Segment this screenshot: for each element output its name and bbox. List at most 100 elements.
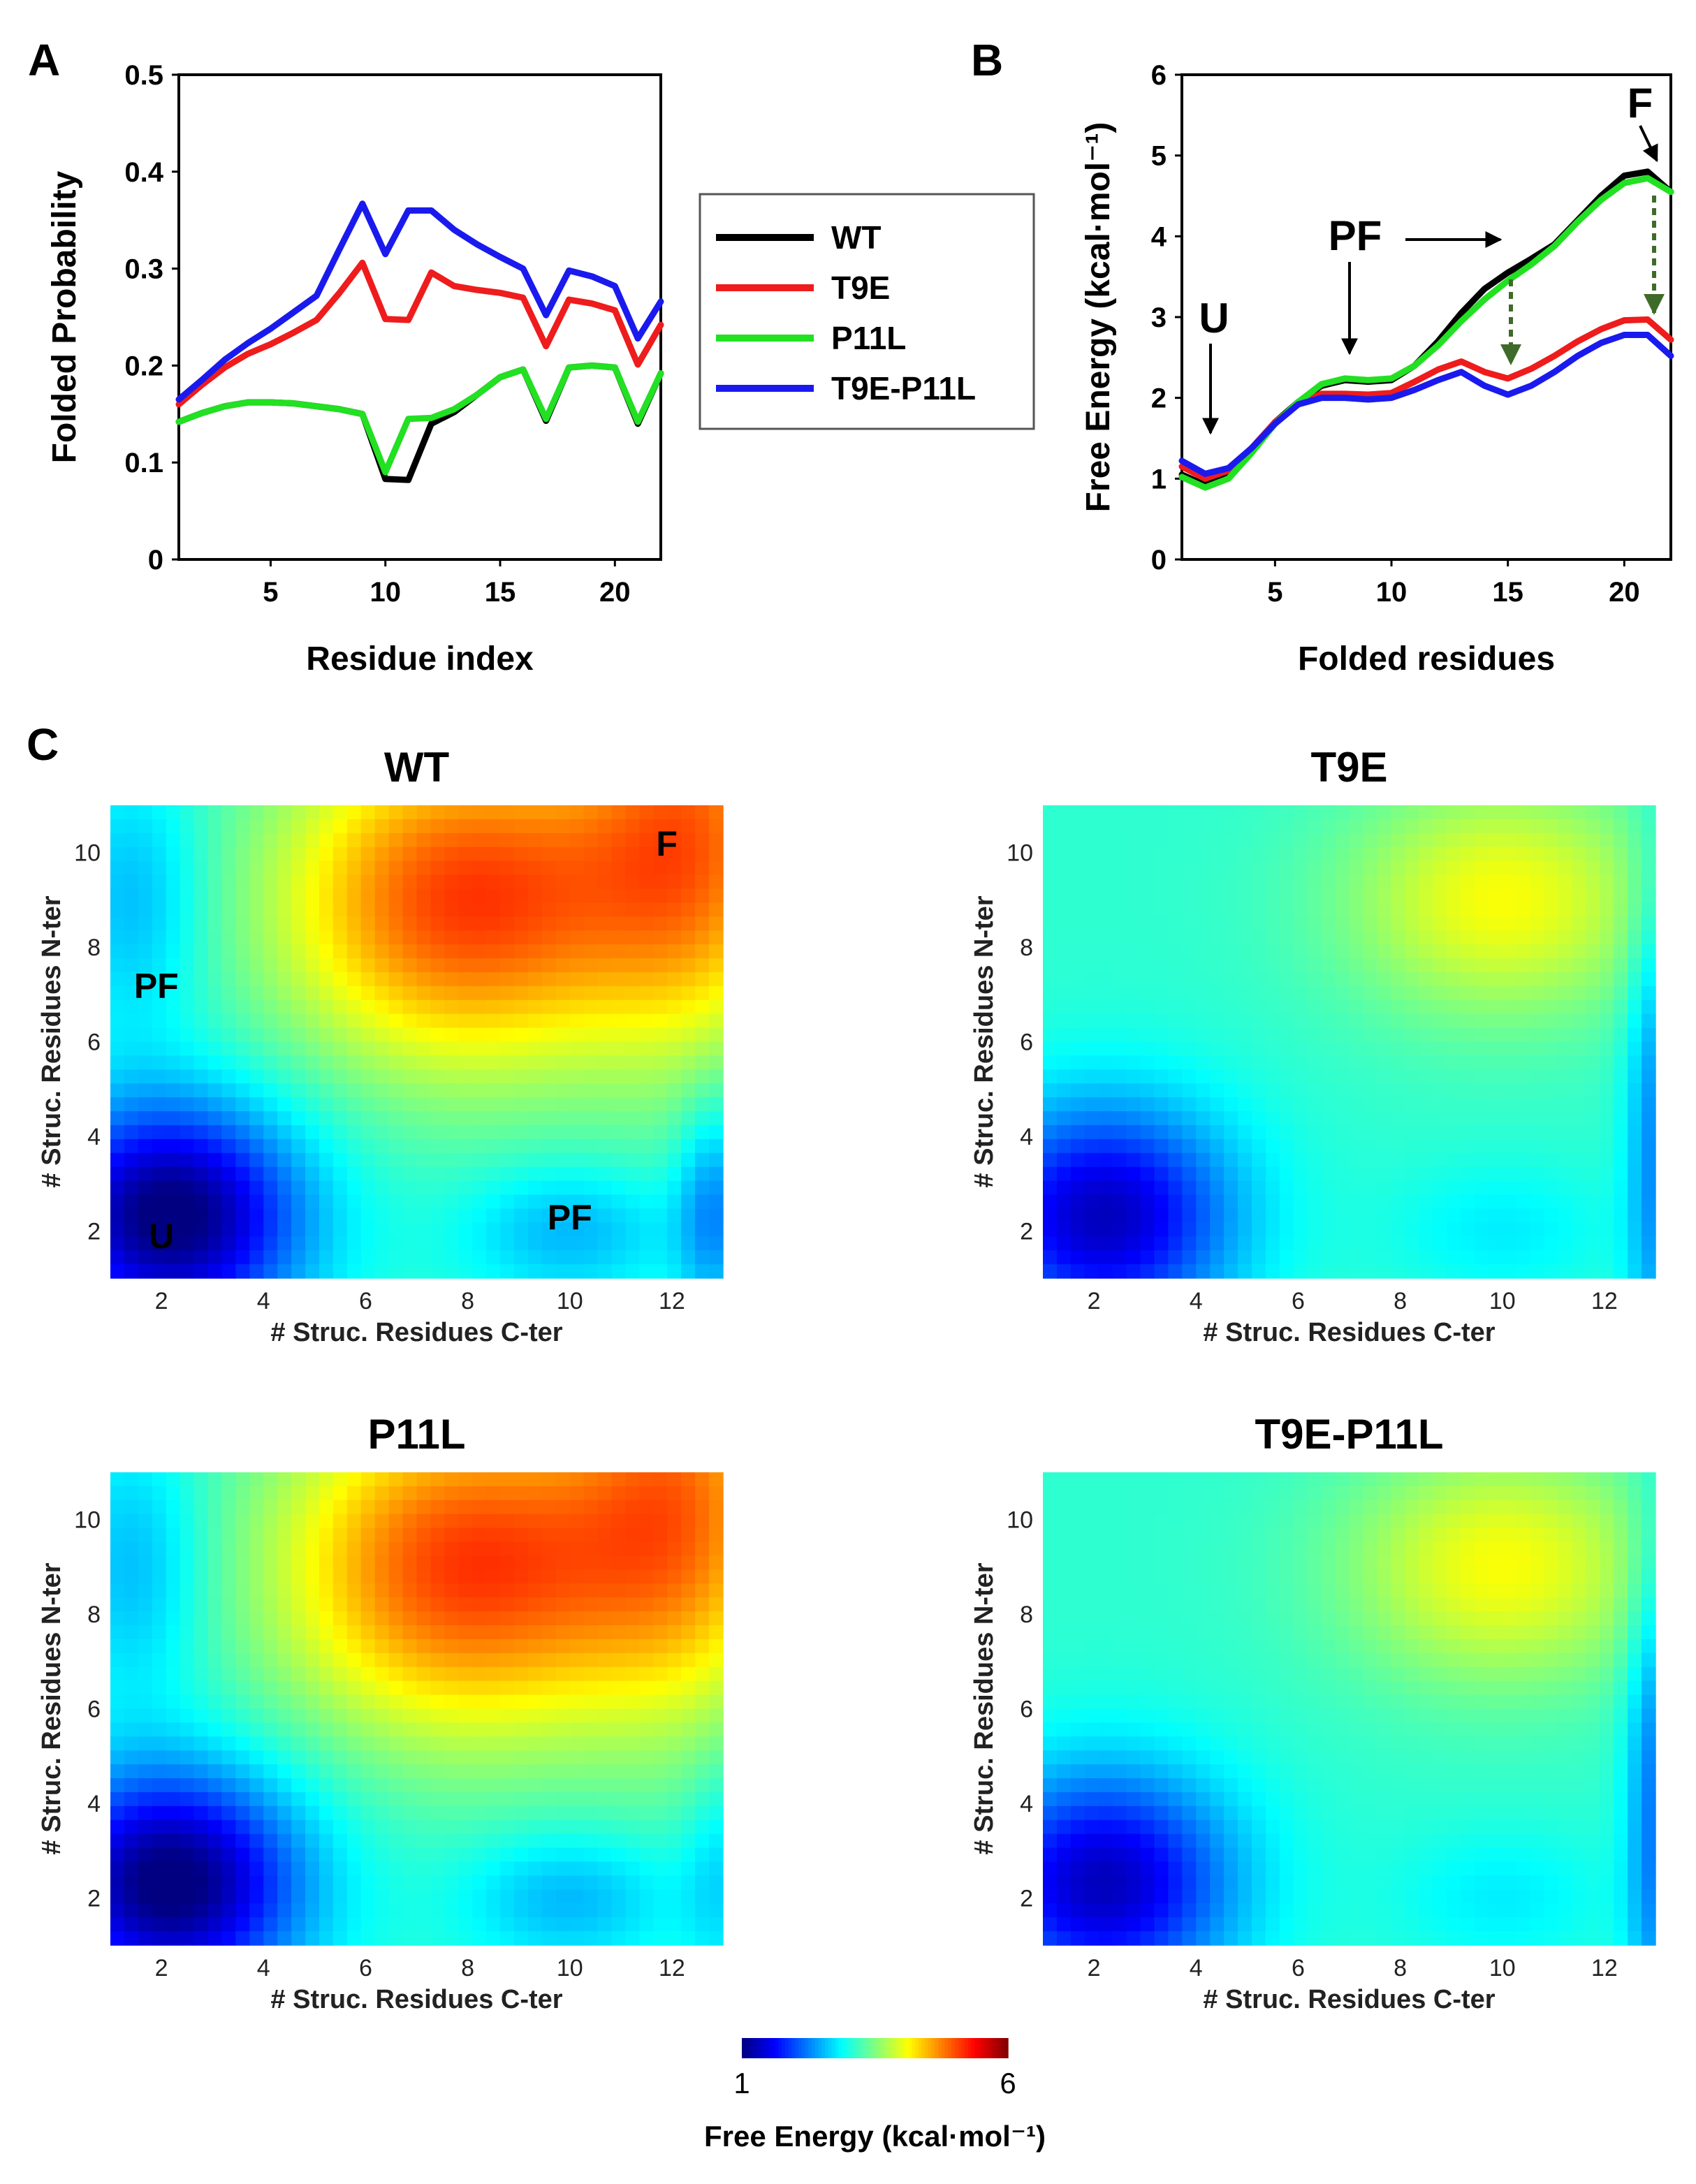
heatmap-cell [180, 1833, 195, 1849]
heatmap-cell [500, 958, 515, 973]
heatmap-cell [1433, 1124, 1447, 1140]
heatmap-cell [1140, 1708, 1155, 1724]
heatmap-cell [1224, 1208, 1238, 1224]
heatmap-cell [430, 1778, 446, 1793]
heatmap-cell [458, 1861, 473, 1877]
heatmap-cell [1321, 805, 1336, 820]
heatmap-cell [709, 1111, 724, 1126]
heatmap-cell [639, 1903, 655, 1918]
heatmap-cell [416, 1722, 432, 1738]
heatmap-cell [110, 1791, 125, 1807]
heatmap-cell [277, 1264, 292, 1279]
heatmap-cell [1056, 1180, 1072, 1196]
heatmap-cell [180, 1750, 195, 1765]
heatmap-cell [569, 1819, 585, 1835]
heatmap-cell [486, 1222, 501, 1237]
heatmap-cell [1586, 1138, 1600, 1154]
heatmap-cell [305, 902, 320, 917]
heatmap-cell [1265, 1083, 1280, 1098]
heatmap-cell [180, 1083, 195, 1098]
heatmap-cell [277, 1041, 292, 1057]
heatmap-cell [1321, 860, 1336, 876]
heatmap-cell [1238, 958, 1252, 973]
heatmap-cell [360, 874, 376, 890]
heatmap-cell [444, 1013, 459, 1029]
heatmap-cell [346, 888, 362, 904]
heatmap-cell [695, 1069, 710, 1084]
heatmap-cell [1363, 902, 1378, 917]
heatmap-cell [1070, 874, 1085, 890]
heatmap-cell [486, 1514, 501, 1529]
heatmap-cell [1182, 930, 1197, 945]
heatmap-cell [166, 1583, 181, 1598]
heatmap-cell [1474, 1041, 1489, 1057]
heatmap-cell [458, 1514, 473, 1529]
heatmap-cell [110, 1027, 125, 1043]
heatmap-cell [444, 1472, 459, 1487]
heatmap-cell [1098, 1527, 1113, 1543]
heatmap-cell [332, 1791, 348, 1807]
heatmap-cell [207, 1819, 223, 1835]
heatmap-cell [1335, 1138, 1350, 1154]
heatmap-cell [1349, 819, 1364, 834]
heatmap-cell [1516, 902, 1531, 917]
heatmap-cell [1126, 888, 1141, 904]
heatmap-cell [1460, 1264, 1475, 1279]
heatmap-cell [458, 847, 473, 862]
heatmap-cell [291, 833, 306, 848]
heatmap-cell [1377, 874, 1391, 890]
heatmap-cell [1502, 860, 1517, 876]
heatmap-cell [1043, 1694, 1058, 1710]
heatmap-cell [444, 833, 459, 848]
heatmap-cell [346, 1124, 362, 1140]
heatmap-cell [277, 902, 292, 917]
heatmap-cell [235, 1527, 251, 1543]
heatmap-cell [583, 1875, 599, 1891]
heatmap-cell [458, 1583, 473, 1598]
heatmap-cell [319, 944, 334, 959]
heatmap-cell [416, 1097, 432, 1112]
heatmap-cell [1474, 1069, 1489, 1084]
heatmap-cell [625, 1250, 641, 1265]
heatmap-cell [319, 1611, 334, 1626]
heatmap-cell [1084, 1652, 1099, 1668]
heatmap-cell [1377, 958, 1391, 973]
heatmap-cell [1405, 1222, 1419, 1237]
heatmap-cell [444, 1791, 459, 1807]
heatmap-cell [402, 1833, 418, 1849]
heatmap-cell [500, 1680, 515, 1696]
heatmap-cell [166, 1236, 181, 1251]
heatmap-cell [500, 1708, 515, 1724]
heatmap-cell [1070, 1611, 1085, 1626]
heatmap-cell [1251, 1208, 1266, 1224]
heatmap-cell [541, 1236, 557, 1251]
heatmap-cell [1349, 1138, 1364, 1154]
heatmap-cell [1349, 860, 1364, 876]
heatmap-cell [653, 1819, 668, 1835]
heatmap-cell [1168, 999, 1183, 1015]
heatmap-cell [472, 1903, 487, 1918]
heatmap-cell [1070, 1152, 1085, 1168]
heatmap-cell [1488, 1083, 1503, 1098]
heatmap-cell [709, 1555, 724, 1571]
heatmap-cell [458, 1069, 473, 1084]
heatmap-cell [695, 847, 710, 862]
heatmap-cell [152, 1917, 167, 1932]
heatmap-cell [193, 1722, 209, 1738]
heatmap-cell [332, 1555, 348, 1571]
heatmap-cell [430, 874, 446, 890]
heatmap-cell [1098, 916, 1113, 931]
heatmap-cell [319, 888, 334, 904]
heatmap-cell [458, 1208, 473, 1224]
annotation-u: U [1199, 295, 1229, 342]
heatmap-cell [374, 1514, 390, 1529]
heatmap-cell [180, 833, 195, 848]
heatmap-cell [110, 1778, 125, 1793]
heatmap-cell [152, 1708, 167, 1724]
heatmap-cell [639, 1250, 655, 1265]
heatmap-cell [625, 1124, 641, 1140]
heatmap-cell [667, 1708, 682, 1724]
heatmap-cell [430, 944, 446, 959]
heatmap-cell [193, 902, 209, 917]
